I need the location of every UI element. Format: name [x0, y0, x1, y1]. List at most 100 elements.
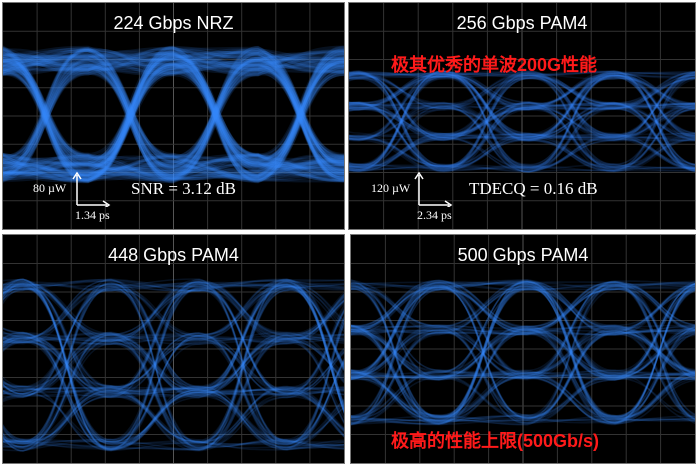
eye-trace — [349, 72, 695, 170]
eye-trace — [3, 288, 344, 441]
eye-trace — [3, 284, 344, 450]
eye-trace — [3, 359, 344, 448]
eye-trace — [3, 50, 344, 175]
eye-trace — [349, 76, 695, 173]
eye-trace — [3, 57, 344, 169]
eye-trace — [349, 70, 695, 171]
eye-trace — [349, 73, 695, 167]
eye-trace — [349, 103, 695, 165]
eye-trace — [3, 46, 344, 175]
eye-trace — [3, 56, 344, 172]
eye-trace — [349, 72, 695, 167]
eye-trace — [3, 279, 344, 449]
eye-trace — [351, 282, 695, 379]
eye-trace — [3, 283, 344, 397]
eye-trace — [3, 154, 344, 183]
eye-trace — [349, 71, 695, 173]
eye-trace — [351, 285, 695, 424]
eye-trace — [351, 281, 695, 425]
eye-trace — [3, 57, 344, 178]
eye-trace — [351, 283, 695, 377]
eye-trace — [351, 332, 695, 419]
eye-trace — [349, 72, 695, 170]
eye-trace — [3, 54, 344, 177]
eye-trace — [3, 50, 344, 181]
eye-trace — [349, 71, 695, 110]
eye-trace — [351, 285, 695, 379]
eye-trace — [3, 46, 344, 170]
eye-trace — [351, 286, 695, 380]
eye-trace — [351, 282, 695, 421]
eye-trace — [349, 70, 695, 142]
eye-trace — [3, 48, 344, 183]
eye-trace — [349, 101, 695, 166]
eye-trace — [3, 281, 344, 445]
eye-trace — [3, 283, 344, 452]
eye-trace — [3, 279, 344, 368]
eye-trace — [3, 392, 344, 451]
eye-trace — [3, 53, 344, 183]
eye-trace — [3, 56, 344, 170]
eye-trace — [3, 281, 344, 393]
eye-trace — [349, 72, 695, 171]
eye-trace — [3, 59, 344, 171]
eye-trace — [351, 283, 695, 421]
eye-trace — [349, 70, 695, 172]
eye-trace — [3, 334, 344, 444]
eye-trace — [3, 332, 344, 387]
eye-trace — [351, 280, 695, 422]
eye-trace — [3, 331, 344, 396]
eye-trace — [349, 73, 695, 139]
eye-trace — [349, 72, 695, 171]
eye-trace — [351, 287, 695, 380]
eye-trace — [351, 287, 695, 424]
eye-trace — [3, 280, 344, 340]
eye-trace — [351, 370, 695, 425]
eye-trace — [349, 73, 695, 171]
eye-trace — [3, 52, 344, 160]
eye-trace — [351, 284, 695, 426]
eye-traces — [3, 3, 344, 229]
eye-trace — [3, 49, 344, 169]
eye-trace — [349, 72, 695, 172]
eye-trace — [3, 45, 344, 173]
eye-trace — [3, 59, 344, 184]
eye-trace — [3, 63, 344, 177]
eye-trace — [351, 280, 695, 379]
eye-trace — [3, 279, 344, 395]
eye-trace — [3, 59, 344, 181]
eye-trace — [3, 48, 344, 178]
eye-trace — [3, 57, 344, 180]
eye-trace — [351, 324, 695, 425]
eye-trace — [351, 281, 695, 333]
eye-trace — [351, 287, 695, 417]
eye-trace — [3, 285, 344, 451]
eye-trace — [351, 286, 695, 426]
eye-trace — [3, 304, 344, 394]
eye-trace — [3, 157, 344, 181]
eye-trace — [3, 283, 344, 414]
eye-trace — [349, 74, 695, 138]
eye-trace — [3, 331, 344, 443]
eye-trace — [3, 55, 344, 176]
eye-trace — [3, 278, 344, 451]
eye-trace — [3, 278, 344, 415]
eye-trace — [349, 103, 695, 140]
eye-trace — [349, 72, 695, 171]
eye-trace — [351, 279, 695, 424]
eye-trace — [3, 58, 344, 177]
eye-trace — [3, 48, 344, 164]
eye-trace — [351, 288, 695, 421]
eye-trace — [3, 285, 344, 452]
eye-trace — [351, 282, 695, 422]
eye-trace — [3, 65, 344, 183]
eye-trace — [349, 71, 695, 170]
eye-trace — [3, 279, 344, 451]
eye-trace — [351, 288, 695, 418]
eye-trace — [3, 57, 344, 179]
eye-trace — [3, 282, 344, 443]
eye-trace — [3, 49, 344, 179]
eye-trace — [3, 285, 344, 443]
eye-trace — [3, 45, 344, 183]
eye-trace — [3, 291, 344, 392]
